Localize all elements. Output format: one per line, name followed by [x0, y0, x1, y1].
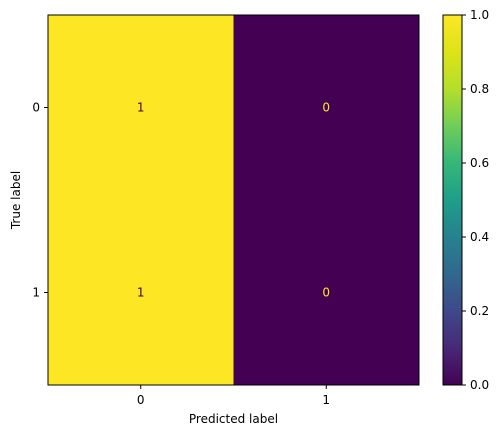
- colorbar-tick-label: 0.2: [470, 304, 489, 318]
- colorbar-tick-label: 0.0: [470, 378, 489, 392]
- heatmap-cell: [48, 200, 234, 386]
- plot-frame: [47, 14, 420, 386]
- heatmap-cells: 1 0 1 0: [48, 15, 420, 386]
- heatmap-cell: [233, 15, 420, 201]
- y-tick-label: 0: [32, 101, 40, 115]
- y-axis-ticks: 01: [32, 101, 48, 300]
- heatmap-cell: [48, 15, 234, 201]
- x-tick-label: 0: [137, 393, 145, 407]
- cell-value-label: 0: [322, 101, 330, 115]
- colorbar-tick-label: 1.0: [470, 8, 489, 22]
- cell-value-label: 1: [137, 101, 145, 115]
- cell-value-label: 1: [137, 286, 145, 300]
- x-tick-label: 1: [322, 393, 330, 407]
- colorbar-ticks: 0.0 0.2 0.4 0.6 0.8 1.0: [462, 8, 489, 392]
- colorbar: [442, 14, 463, 386]
- cell-value-label: 0: [322, 286, 330, 300]
- colorbar-tick-label: 0.6: [470, 156, 489, 170]
- x-axis-title: Predicted label: [189, 412, 278, 426]
- heatmap-cell: [233, 200, 420, 386]
- y-axis-title: True label: [9, 171, 23, 230]
- colorbar-tick-label: 0.4: [470, 230, 489, 244]
- y-tick-label: 1: [32, 286, 40, 300]
- colorbar-tick-label: 0.8: [470, 82, 489, 96]
